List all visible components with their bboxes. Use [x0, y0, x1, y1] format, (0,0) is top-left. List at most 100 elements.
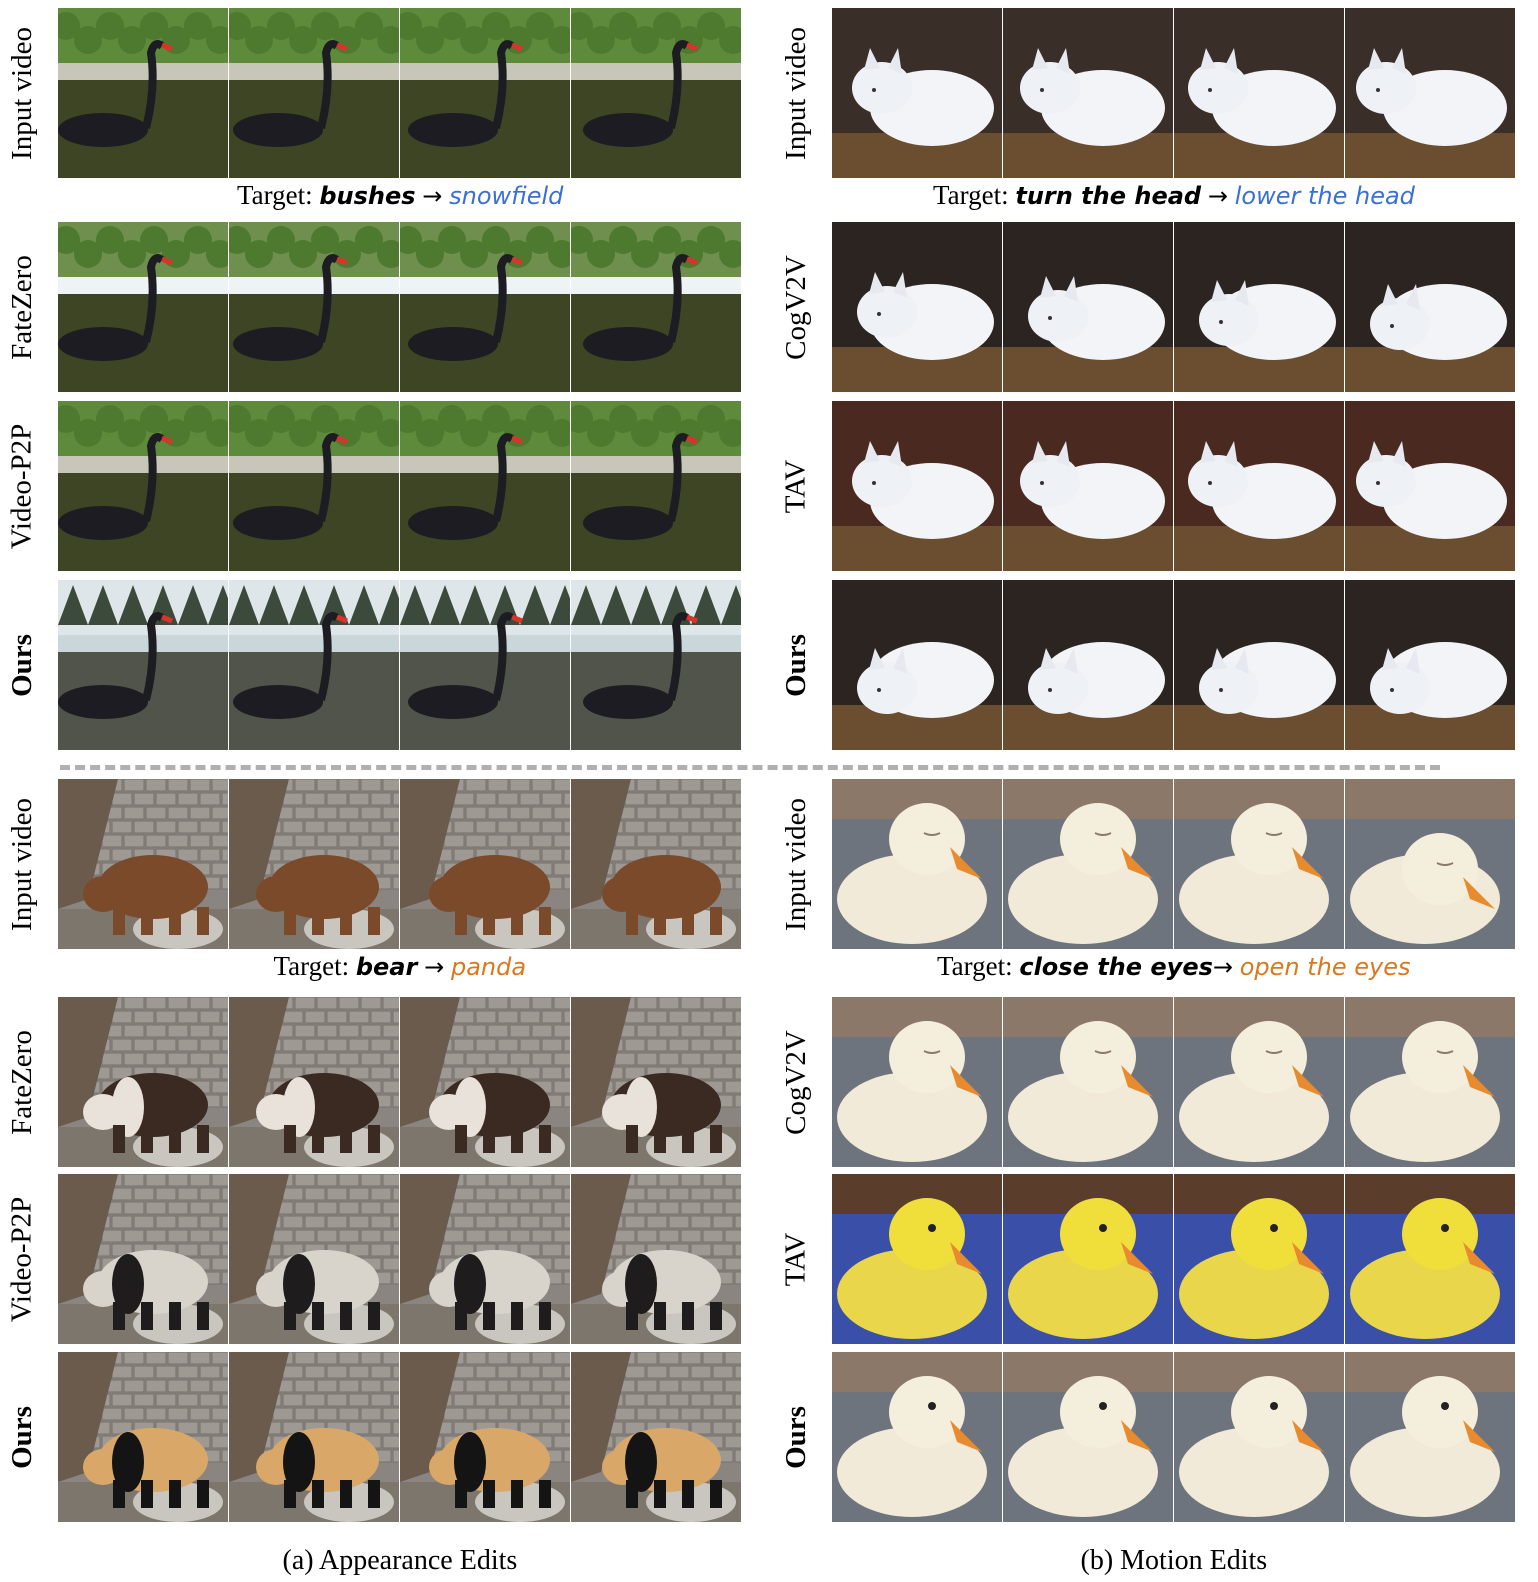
- video-frame: [400, 1174, 570, 1344]
- row-label-method: Ours: [2, 1352, 42, 1522]
- result-video-strip: [832, 401, 1515, 571]
- video-frame: [400, 401, 570, 571]
- video-frame: [400, 1352, 570, 1522]
- row-label-text: Input video: [779, 797, 812, 931]
- row-label-input: Input video: [776, 8, 816, 178]
- video-frame: [58, 222, 228, 392]
- video-frame: [58, 1174, 228, 1344]
- video-frame: [571, 1352, 741, 1522]
- result-video-strip: [58, 222, 741, 392]
- video-frame: [832, 580, 1002, 750]
- target-arrow: →: [422, 182, 443, 210]
- result-video-strip: [58, 997, 741, 1167]
- row-label-text: CogV2V: [779, 1029, 812, 1135]
- video-frame: [229, 222, 399, 392]
- video-frame: [1003, 779, 1173, 949]
- result-video-strip: [58, 580, 741, 750]
- result-video-strip: [832, 997, 1515, 1167]
- row-label-method: Ours: [776, 1352, 816, 1522]
- row-label-text: Video-P2P: [5, 1196, 38, 1322]
- row-label-text: Ours: [5, 633, 38, 697]
- video-frame: [400, 580, 570, 750]
- video-frame: [1345, 222, 1515, 392]
- row-label-text: CogV2V: [779, 254, 812, 360]
- video-frame: [229, 8, 399, 178]
- video-frame: [571, 1174, 741, 1344]
- result-video-strip: [58, 1352, 741, 1522]
- video-frame: [1174, 1174, 1344, 1344]
- video-frame: [571, 580, 741, 750]
- target-source-text: bear: [355, 953, 418, 981]
- target-destination-text: snowfield: [449, 182, 564, 210]
- row-label-input: Input video: [776, 779, 816, 949]
- input-video-strip: [832, 8, 1515, 178]
- row-label-text: Ours: [779, 1405, 812, 1469]
- target-edit-line: Target: turn the head → lower the head: [933, 180, 1415, 211]
- video-frame: [832, 1174, 1002, 1344]
- video-frame: [832, 997, 1002, 1167]
- row-label-text: Ours: [779, 633, 812, 697]
- target-arrow: →: [1212, 953, 1233, 981]
- row-label-text: Video-P2P: [5, 423, 38, 549]
- row-label-input: Input video: [2, 8, 42, 178]
- section-divider: [60, 765, 1440, 770]
- row-label-input: Input video: [2, 779, 42, 949]
- target-prefix: Target:: [937, 951, 1013, 981]
- video-frame: [832, 222, 1002, 392]
- video-frame: [1345, 1352, 1515, 1522]
- video-frame: [58, 779, 228, 949]
- row-label-text: TAV: [779, 459, 812, 513]
- video-frame: [1345, 8, 1515, 178]
- result-video-strip: [832, 222, 1515, 392]
- video-frame: [1174, 222, 1344, 392]
- row-label-method: Ours: [2, 580, 42, 750]
- target-edit-line: Target: bear → panda: [274, 951, 527, 982]
- video-frame: [58, 997, 228, 1167]
- row-label-method: FateZero: [2, 222, 42, 392]
- video-frame: [1003, 1174, 1173, 1344]
- input-video-strip: [58, 8, 741, 178]
- row-label-text: TAV: [779, 1232, 812, 1286]
- row-label-text: Input video: [779, 26, 812, 160]
- video-frame: [1345, 997, 1515, 1167]
- target-edit-line: Target: close the eyes→ open the eyes: [937, 951, 1411, 982]
- target-prefix: Target:: [933, 180, 1009, 210]
- row-label-text: FateZero: [5, 1029, 38, 1135]
- result-video-strip: [58, 1174, 741, 1344]
- video-frame: [1003, 1352, 1173, 1522]
- row-label-text: Input video: [5, 26, 38, 160]
- video-frame: [1003, 222, 1173, 392]
- video-frame: [400, 779, 570, 949]
- video-frame: [58, 1352, 228, 1522]
- video-frame: [229, 997, 399, 1167]
- target-destination-text: lower the head: [1234, 182, 1415, 210]
- video-frame: [229, 1174, 399, 1344]
- video-frame: [832, 401, 1002, 571]
- video-frame: [400, 8, 570, 178]
- video-frame: [1174, 997, 1344, 1167]
- row-label-method: TAV: [776, 401, 816, 571]
- target-source-text: bushes: [319, 182, 416, 210]
- caption-left: (a) Appearance Edits: [282, 1545, 518, 1576]
- video-frame: [1003, 8, 1173, 178]
- video-frame: [1345, 1174, 1515, 1344]
- video-frame: [832, 8, 1002, 178]
- video-frame: [571, 222, 741, 392]
- video-frame: [1003, 997, 1173, 1167]
- video-frame: [1174, 8, 1344, 178]
- video-frame: [1345, 401, 1515, 571]
- video-frame: [58, 401, 228, 571]
- input-video-strip: [58, 779, 741, 949]
- video-frame: [229, 580, 399, 750]
- video-frame: [229, 1352, 399, 1522]
- video-frame: [1345, 779, 1515, 949]
- video-frame: [571, 779, 741, 949]
- row-label-text: FateZero: [5, 254, 38, 360]
- video-frame: [832, 1352, 1002, 1522]
- video-frame: [400, 222, 570, 392]
- row-label-method: Video-P2P: [2, 1174, 42, 1344]
- row-label-text: Ours: [5, 1405, 38, 1469]
- row-label-text: Input video: [5, 797, 38, 931]
- video-frame: [58, 580, 228, 750]
- video-frame: [1174, 779, 1344, 949]
